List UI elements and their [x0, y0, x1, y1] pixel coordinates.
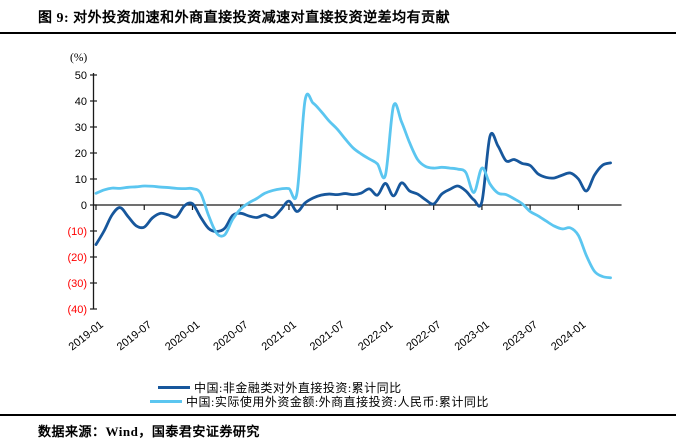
x-tick-label: 2019-01 [67, 319, 106, 353]
figure-footer: 数据来源：Wind，国泰君安证券研究 [0, 414, 676, 441]
data-source-text: 数据来源：Wind，国泰君安证券研究 [38, 424, 260, 439]
y-tick-label: (20) [67, 252, 87, 264]
fdi-line-swatch [150, 399, 182, 403]
odi-series-line [94, 131, 612, 246]
y-tick-label: 20 [75, 148, 87, 160]
chart-area: (%) 50 40 30 20 10 0 (10) (20) (30) (40) 2019-01 201… [0, 34, 676, 376]
x-tick-label: 2024-01 [549, 319, 588, 353]
x-tick-label: 2020-07 [211, 319, 250, 353]
legend-item-fdi: 中国:实际使用外资金额:外商直接投资:人民币:累计同比 [150, 394, 676, 409]
y-tick-label: 50 [75, 70, 87, 82]
y-tick-label: 40 [75, 96, 87, 108]
x-tick-label: 2021-07 [308, 319, 347, 353]
x-tick-label: 2023-07 [501, 319, 540, 353]
x-tick-label: 2022-07 [404, 319, 443, 353]
x-tick-label: 2019-07 [115, 319, 154, 353]
y-tick-label: 30 [75, 122, 87, 134]
line-chart: (%) 50 40 30 20 10 0 (10) (20) (30) (40) 2019-01 201… [67, 52, 622, 353]
y-tick-label: (40) [67, 304, 87, 316]
y-tick-label: 10 [75, 174, 87, 186]
odi-line-swatch [158, 385, 190, 389]
y-axis-unit-label: (%) [70, 52, 87, 64]
figure-title-bar: 图 9: 对外投资加速和外商直接投资减速对直接投资逆差均有贡献 [0, 0, 676, 34]
chart-legend: 中国:非金融类对外直接投资:累计同比 中国:实际使用外资金额:外商直接投资:人民… [0, 380, 676, 409]
legend-item-odi: 中国:非金融类对外直接投资:累计同比 [158, 380, 676, 395]
figure-title: 图 9: 对外投资加速和外商直接投资减速对直接投资逆差均有贡献 [38, 11, 451, 26]
x-tick-label: 2022-01 [356, 319, 395, 353]
fdi-legend-label: 中国:实际使用外资金额:外商直接投资:人民币:累计同比 [186, 394, 489, 409]
fdi-series-line [94, 92, 612, 280]
y-tick-label: (30) [67, 278, 87, 290]
x-tick-label: 2023-01 [453, 319, 492, 353]
x-tick-label: 2020-01 [163, 319, 202, 353]
y-tick-label: 0 [81, 200, 87, 212]
odi-legend-label: 中国:非金融类对外直接投资:累计同比 [194, 380, 402, 395]
y-tick-label: (10) [67, 226, 87, 238]
x-tick-label: 2021-01 [260, 319, 299, 353]
